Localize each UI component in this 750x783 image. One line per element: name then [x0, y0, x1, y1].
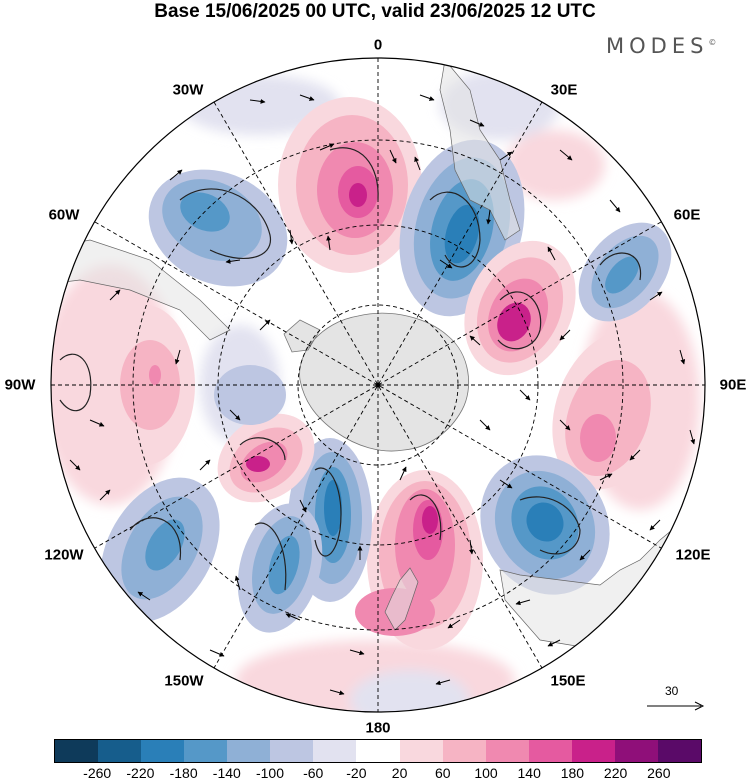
colorbar-tick-label: -220: [126, 765, 155, 781]
colorbar-swatch: [270, 740, 314, 762]
colorbar-swatch: [571, 740, 615, 762]
colorbar-swatch: [614, 740, 658, 762]
colorbar-tick-label: -180: [169, 765, 198, 781]
brand-text: MODES: [606, 34, 709, 58]
lon-label-180: 180: [365, 719, 391, 737]
colorbar-swatch: [442, 740, 486, 762]
lon-label-30e: 30E: [550, 81, 578, 99]
lon-label-60w: 60W: [48, 206, 80, 224]
colorbar-swatch: [55, 740, 99, 762]
colorbar-tick-label: -140: [212, 765, 241, 781]
lon-label-90e: 90E: [719, 376, 747, 394]
lon-label-120e: 120E: [675, 546, 711, 564]
pink-anomaly-southwest-indian: [464, 240, 576, 376]
blue-anomaly-southern-indian: [578, 222, 672, 322]
colorbar-tick-label: -100: [255, 765, 285, 781]
colorbar-swatch: [184, 740, 228, 762]
colorbar-tick-label: 100: [474, 765, 498, 781]
lon-label-60e: 60E: [673, 206, 701, 224]
pink-anomaly-south-atlantic: [278, 97, 422, 273]
colorbar-swatch: [98, 740, 142, 762]
colorbar-tick-label: -20: [346, 765, 367, 781]
vector-reference-label: 30: [665, 684, 679, 698]
colorbar-tick-label: 20: [391, 765, 408, 781]
new-zealand-outline: [384, 567, 419, 631]
colorbar-tick-label: 180: [560, 765, 585, 781]
colorbar-swatch: [399, 740, 443, 762]
colorbar: [54, 739, 702, 763]
blue-anomaly-southwest-atlantic: [148, 169, 288, 287]
lon-label-0: 0: [373, 36, 383, 54]
pink-anomaly-southeast-indian: [552, 330, 672, 490]
copyright-mark: ©: [708, 38, 717, 47]
blue-anomaly-south-australia: [480, 455, 610, 595]
colorbar-swatch: [141, 740, 185, 762]
colorbar-swatch: [313, 740, 357, 762]
lon-label-90w: 90W: [4, 376, 36, 394]
lon-label-150e: 150E: [550, 672, 586, 690]
colorbar-tick-label: 60: [435, 765, 451, 781]
map-disk: [51, 58, 705, 712]
colorbar-tick-label: 220: [603, 765, 628, 781]
colorbar-swatch: [485, 740, 529, 762]
colorbar-tick-label: 140: [517, 765, 541, 781]
lon-label-150w: 150W: [164, 672, 204, 690]
lon-label-120w: 120W: [44, 546, 84, 564]
map-border: [50, 57, 706, 713]
colorbar-swatch: [227, 740, 271, 762]
colorbar-tick-label: 260: [647, 765, 671, 781]
vector-reference-arrow: [647, 701, 705, 711]
map-title: Base 15/06/2025 00 UTC, valid 23/06/2025…: [154, 1, 596, 22]
colorbar-tick-label: -260: [83, 765, 112, 781]
graticule: [51, 58, 705, 712]
colorbar-swatch: [657, 740, 701, 762]
africa-outline: [439, 59, 521, 241]
lon-label-30w: 30W: [172, 81, 204, 99]
colorbar-ticks: -260 -220 -180 -140 -100 -60 -20 20 60 100 140 180 2…: [0, 765, 750, 783]
vector-reference: 30: [645, 684, 705, 714]
wind-vectors: [69, 94, 696, 696]
colorbar-tick-label: -60: [303, 765, 324, 781]
colorbar-swatch: [528, 740, 572, 762]
colorbar-swatch: [356, 740, 400, 762]
south-pole-marker: [375, 382, 381, 388]
blue-anomaly-south-pacific: [100, 477, 323, 633]
brand-logo: MODES©: [606, 34, 716, 58]
anomaly-blobs: [95, 97, 672, 650]
contour-lines: [59, 147, 642, 591]
